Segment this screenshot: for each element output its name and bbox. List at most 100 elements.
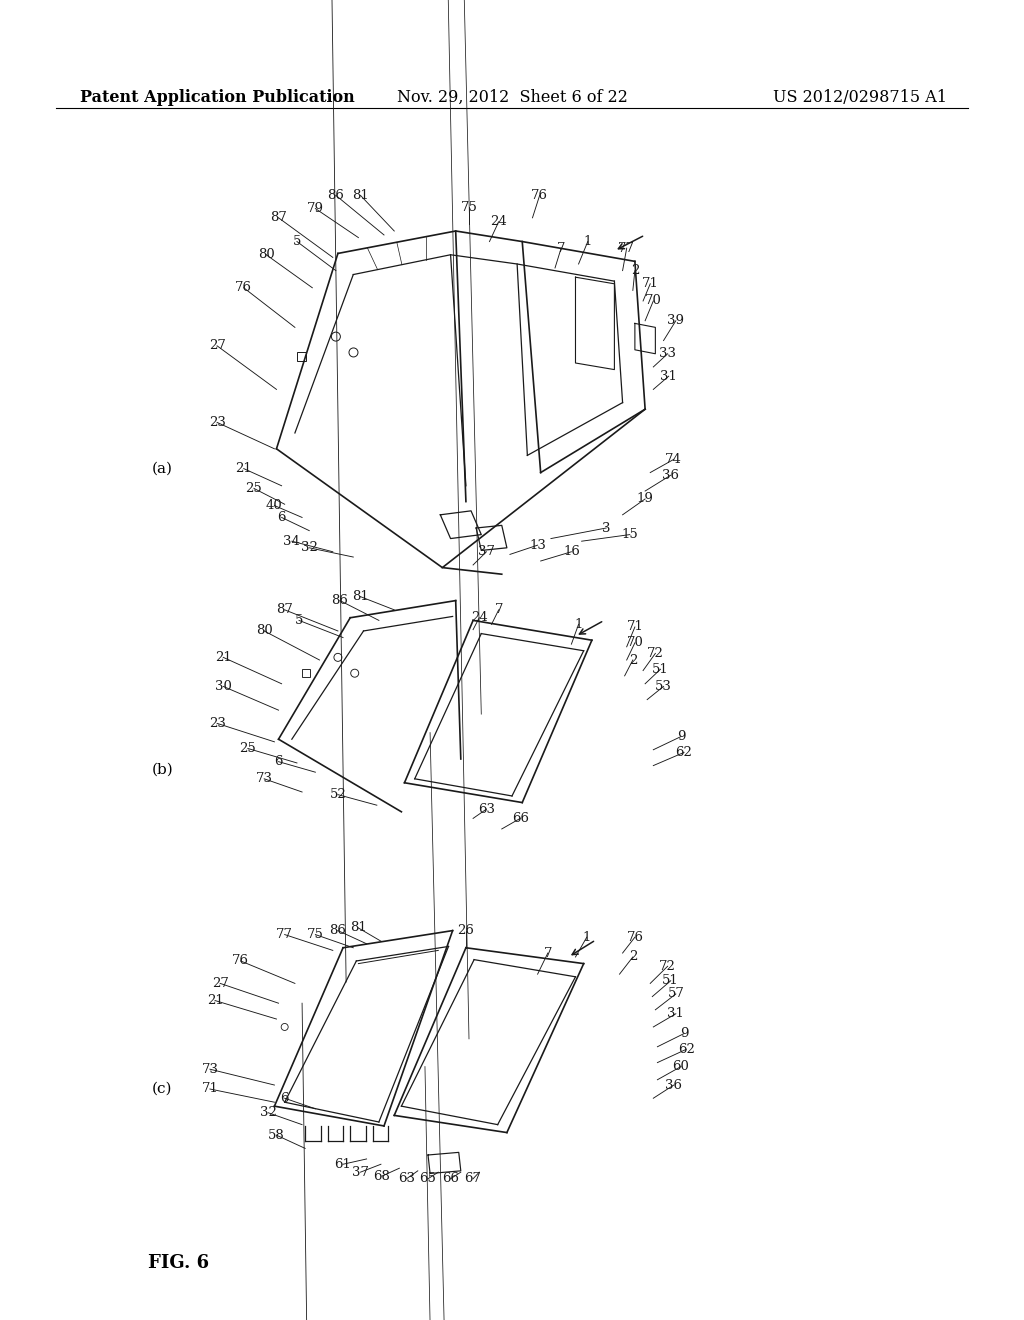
Text: Patent Application Publication: Patent Application Publication	[80, 88, 354, 106]
Text: 25: 25	[240, 742, 256, 755]
Text: 21: 21	[215, 651, 231, 664]
Text: 2: 2	[631, 264, 639, 277]
Text: 76: 76	[627, 931, 643, 944]
Text: 24: 24	[490, 215, 507, 228]
Text: 6: 6	[281, 1092, 289, 1105]
Text: 72: 72	[659, 960, 676, 973]
Text: 40: 40	[266, 499, 283, 512]
Text: 13: 13	[529, 539, 546, 552]
Text: 58: 58	[268, 1129, 285, 1142]
Text: 71: 71	[642, 277, 658, 290]
Text: 70: 70	[645, 294, 662, 308]
Text: 39: 39	[668, 314, 684, 327]
Text: 77: 77	[276, 928, 293, 941]
Text: 51: 51	[652, 663, 669, 676]
Text: 67: 67	[465, 1172, 481, 1185]
Text: 2: 2	[629, 950, 637, 964]
Text: FIG. 6: FIG. 6	[148, 1254, 210, 1272]
Text: 27: 27	[209, 339, 225, 352]
Text: 61: 61	[335, 1158, 351, 1171]
Text: 3: 3	[602, 521, 610, 535]
Text: 36: 36	[666, 1078, 682, 1092]
Text: 74: 74	[666, 453, 682, 466]
Text: Nov. 29, 2012  Sheet 6 of 22: Nov. 29, 2012 Sheet 6 of 22	[396, 88, 628, 106]
Text: 15: 15	[622, 528, 638, 541]
Text: 86: 86	[332, 594, 348, 607]
Text: 86: 86	[330, 924, 346, 937]
Bar	[302, 669, 310, 677]
Text: (c): (c)	[152, 1082, 172, 1096]
Text: 68: 68	[374, 1170, 390, 1183]
Text: 31: 31	[668, 1007, 684, 1020]
Text: 37: 37	[352, 1166, 369, 1179]
Text: 21: 21	[207, 994, 223, 1007]
Text: (b): (b)	[152, 763, 173, 776]
Text: 2: 2	[629, 653, 637, 667]
Text: 32: 32	[301, 541, 317, 554]
Text: 76: 76	[232, 954, 249, 968]
Text: 5: 5	[295, 614, 303, 627]
Text: 5: 5	[293, 235, 301, 248]
Text: 80: 80	[256, 624, 272, 638]
Text: 21: 21	[236, 462, 252, 475]
Text: 87: 87	[270, 211, 287, 224]
Text: 62: 62	[676, 746, 692, 759]
Text: 81: 81	[352, 189, 369, 202]
Text: 19: 19	[637, 492, 653, 506]
Text: 81: 81	[350, 921, 367, 935]
Text: 87: 87	[276, 603, 293, 616]
Text: 32: 32	[260, 1106, 276, 1119]
Text: 63: 63	[398, 1172, 415, 1185]
Text: 34: 34	[284, 535, 300, 548]
Text: 57: 57	[668, 987, 684, 1001]
Text: 1: 1	[584, 235, 592, 248]
Text: 7: 7	[544, 946, 552, 960]
Text: 79: 79	[307, 202, 324, 215]
Text: 24: 24	[471, 611, 487, 624]
Text: 76: 76	[531, 189, 548, 202]
Text: 75: 75	[307, 928, 324, 941]
Text: 26: 26	[458, 924, 474, 937]
Text: 86: 86	[328, 189, 344, 202]
Text: 7: 7	[557, 242, 565, 255]
Text: 27: 27	[212, 977, 228, 990]
Text: US 2012/0298715 A1: US 2012/0298715 A1	[773, 88, 947, 106]
Text: 23: 23	[209, 717, 225, 730]
Text: 23: 23	[209, 416, 225, 429]
Text: 33: 33	[659, 347, 676, 360]
Text: 9: 9	[680, 1027, 688, 1040]
Text: 36: 36	[663, 469, 679, 482]
Text: 1: 1	[583, 931, 591, 944]
Text: 73: 73	[256, 772, 272, 785]
Text: 6: 6	[274, 755, 283, 768]
Text: 60: 60	[673, 1060, 689, 1073]
Text: 9: 9	[677, 730, 685, 743]
Text: 1: 1	[574, 618, 583, 631]
Text: 66: 66	[442, 1172, 459, 1185]
Text: 75: 75	[461, 201, 477, 214]
Text: 7: 7	[495, 603, 503, 616]
Text: 72: 72	[647, 647, 664, 660]
Text: 51: 51	[663, 974, 679, 987]
Bar	[297, 352, 306, 362]
Text: 70: 70	[627, 636, 643, 649]
Text: 31: 31	[660, 370, 677, 383]
Text: 80: 80	[258, 248, 274, 261]
Text: 53: 53	[655, 680, 672, 693]
Text: 66: 66	[512, 812, 528, 825]
Text: 65: 65	[420, 1172, 436, 1185]
Text: 81: 81	[352, 590, 369, 603]
Text: (a): (a)	[152, 462, 173, 475]
Text: 71: 71	[202, 1082, 218, 1096]
Text: 25: 25	[246, 482, 262, 495]
Text: 16: 16	[563, 545, 580, 558]
Text: 6: 6	[278, 511, 286, 524]
Text: 62: 62	[678, 1043, 694, 1056]
Text: 30: 30	[215, 680, 231, 693]
Text: 71: 71	[627, 620, 643, 634]
Text: 52: 52	[330, 788, 346, 801]
Text: 77: 77	[618, 242, 635, 255]
Text: 37: 37	[478, 545, 495, 558]
Text: 73: 73	[202, 1063, 218, 1076]
Text: 76: 76	[236, 281, 252, 294]
